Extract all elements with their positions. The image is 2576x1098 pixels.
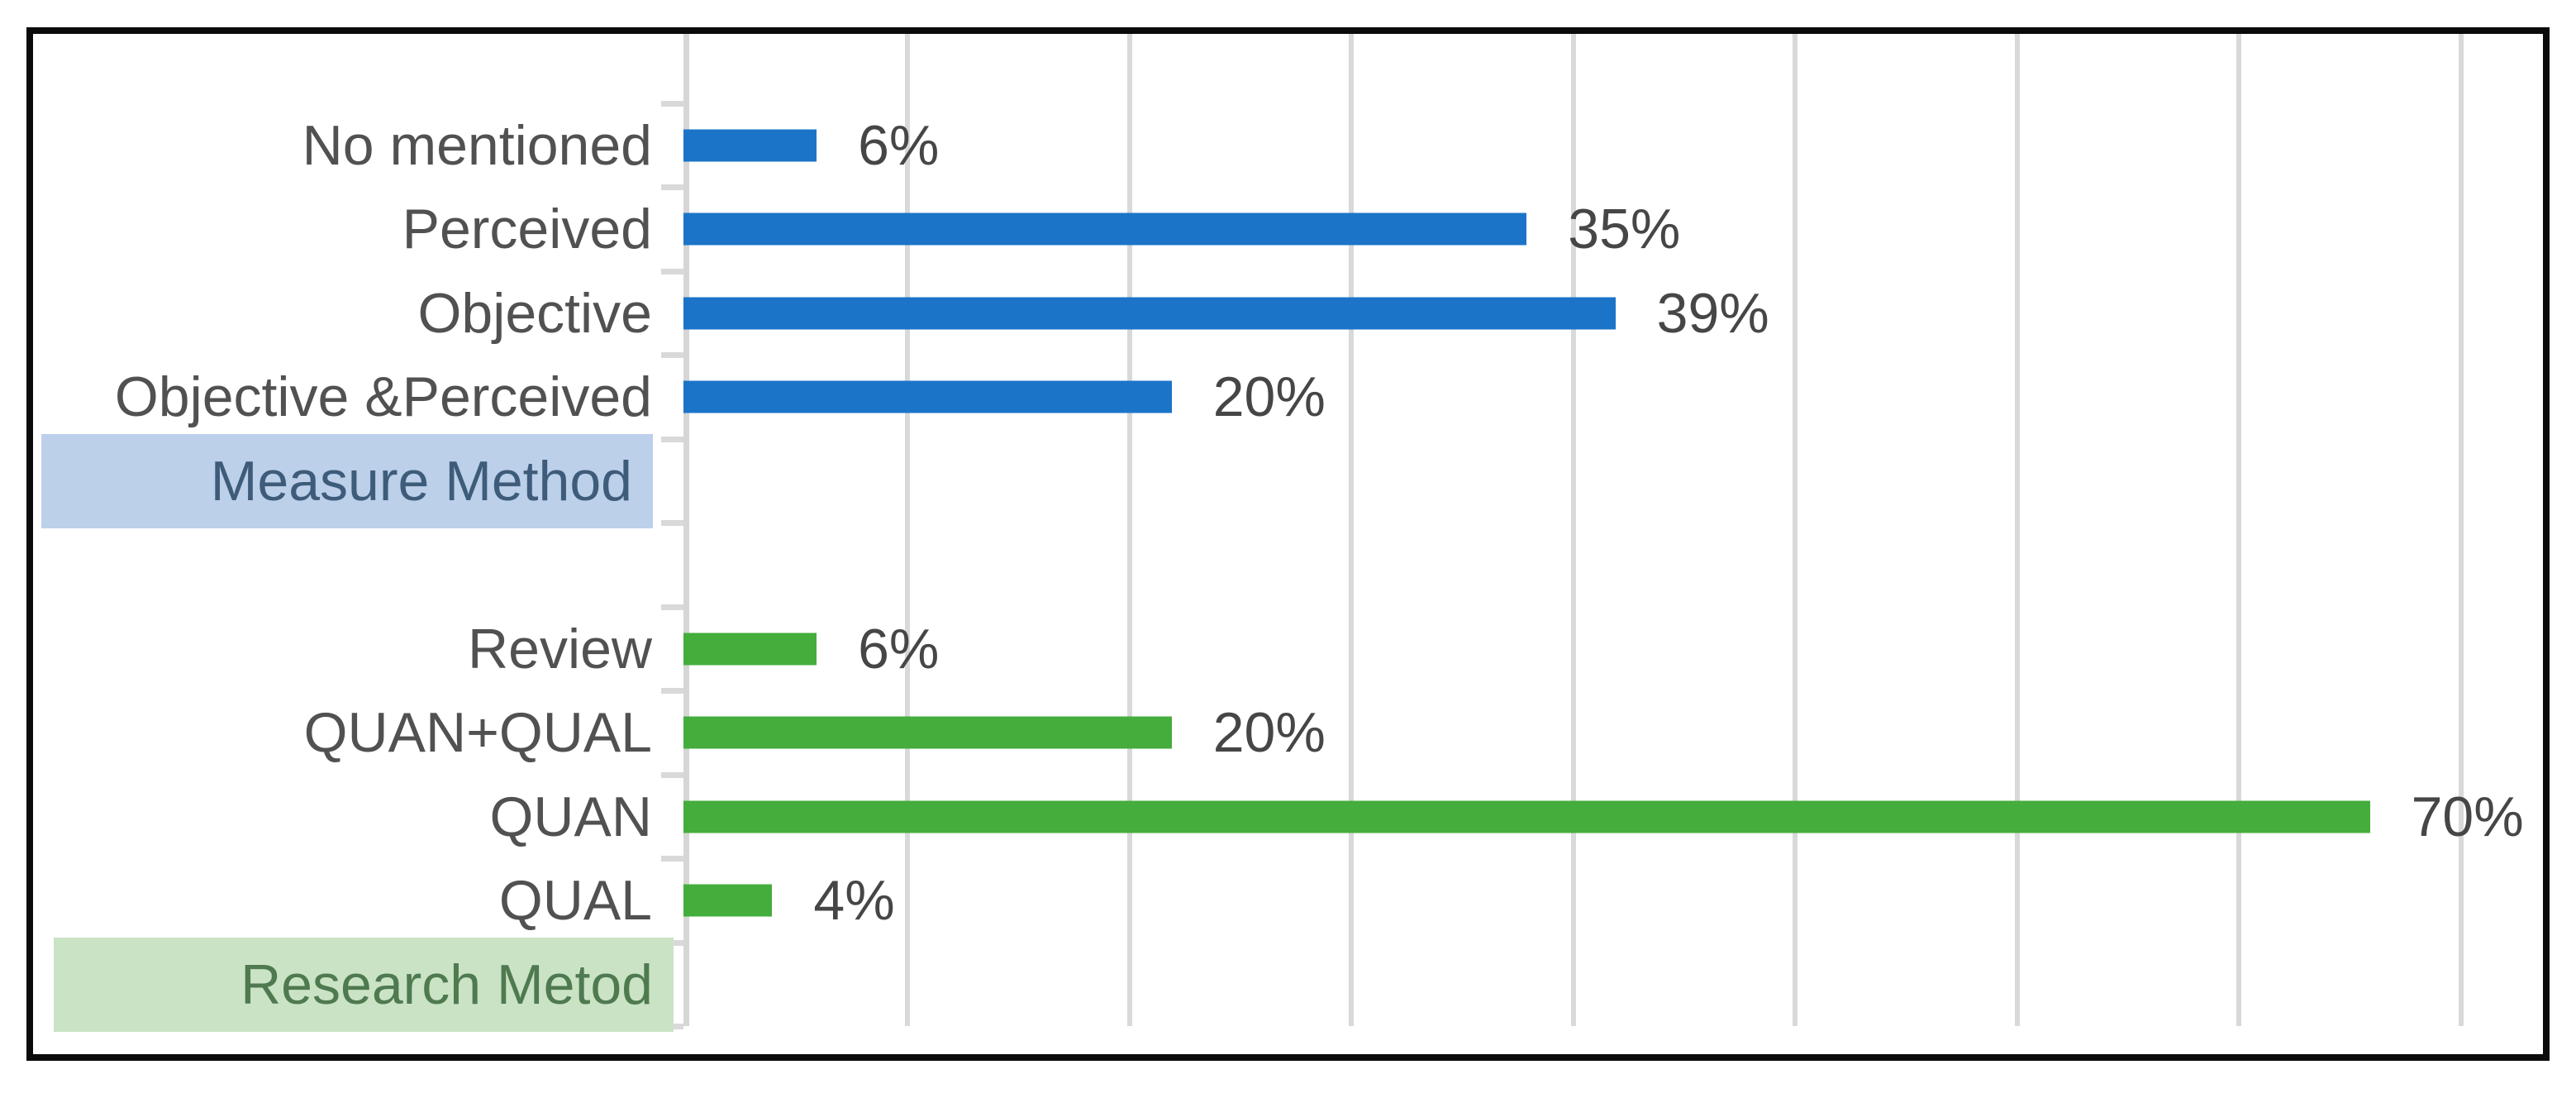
plot-cell: 70% [683,775,2543,859]
plot-cell: 4% [683,859,2543,943]
chart-row: Research Metod [33,938,2543,1032]
value-label-review: 6% [858,617,940,680]
axis-tick [661,856,683,862]
axis-tick [661,100,683,107]
category-label-cell: Research Metod [33,938,683,1032]
plot-cell: 6% [683,607,2543,691]
value-label-qual: 4% [813,869,895,933]
axis-tick [661,352,683,358]
category-label-cell: Measure Method [33,434,683,528]
value-label-perceived: 35% [1568,198,1681,261]
axis-tick [661,688,683,694]
category-label-quan-qual: QUAN+QUAL [303,701,652,765]
bar-review [683,633,817,666]
plot-cell: 20% [683,691,2543,776]
chart-row: No mentioned 6% [33,103,2543,188]
plot-cell: 20% [683,356,2543,440]
chart-row [33,523,2543,608]
value-label-quan: 70% [2411,785,2524,848]
bar-quan-qual [683,716,1172,749]
value-label-quan-qual: 20% [1212,701,1326,765]
group-header-measure-method: Measure Method [41,434,653,528]
bar-objective-perceived [683,380,1172,413]
gridline-layer [661,34,2543,1029]
gridline-25 [1793,34,1798,1026]
category-label-qual: QUAL [498,869,652,933]
plot-cell [683,34,2543,103]
value-label-no-mentioned: 6% [858,113,940,177]
value-label-objective-perceived: 20% [1212,365,1326,429]
chart-row: Perceived 35% [33,188,2543,272]
chart-row: QUAN+QUAL 20% [33,691,2543,776]
axis-tick [661,771,683,778]
bar-quan [683,800,2370,833]
gridline-35 [2236,34,2242,1026]
gridline-10 [1126,34,1132,1026]
chart-row: Objective 39% [33,271,2543,356]
plot-cell [683,523,2543,608]
plot-cell [683,943,2543,1027]
gridline-40 [2458,34,2464,1026]
axis-tick [661,520,683,526]
category-label-cell [33,34,683,103]
value-label-objective: 39% [1656,281,1769,345]
value-axis-line [683,34,689,1026]
chart-row: Measure Method [33,434,2543,528]
chart-row [33,34,2543,103]
category-label-review: Review [468,617,652,680]
axis-tick [661,604,683,610]
category-label-objective-perceived: Objective &Perceived [114,365,652,429]
group-header-research-metod: Research Metod [54,938,674,1032]
gridline-5 [905,34,911,1026]
category-label-cell [33,523,683,608]
gridline-15 [1349,34,1355,1026]
chart-row: QUAL 4% [33,859,2543,943]
plot-area: No mentioned 6% Perceived 35% Objective 39% Ob… [33,34,2543,1054]
axis-tick [661,184,683,190]
chart-rows: No mentioned 6% Perceived 35% Objective 39% Ob… [33,34,2543,1032]
plot-cell: 6% [683,103,2543,188]
chart-row: QUAN 70% [33,775,2543,859]
category-label-no-mentioned: No mentioned [302,113,652,177]
axis-tick [661,436,683,442]
gridline-30 [2014,34,2020,1026]
chart-row: Review 6% [33,607,2543,691]
chart-frame: No mentioned 6% Perceived 35% Objective 39% Ob… [26,27,2550,1061]
chart-row: Objective &Perceived 20% [33,356,2543,440]
bar-qual [683,884,773,917]
category-label-quan: QUAN [489,785,652,848]
plot-cell: 35% [683,188,2543,272]
bar-objective [683,297,1616,330]
category-label-objective: Objective [417,281,652,345]
gridline-20 [1570,34,1576,1026]
category-label-perceived: Perceived [402,198,652,261]
bar-no-mentioned [683,129,817,162]
plot-cell: 39% [683,271,2543,356]
plot-cell [683,439,2543,523]
axis-tick [661,268,683,274]
bar-perceived [683,212,1527,246]
